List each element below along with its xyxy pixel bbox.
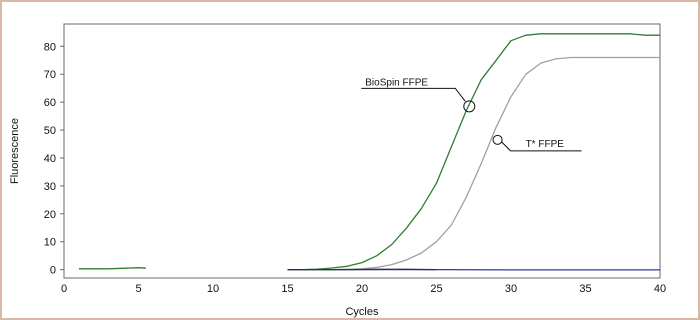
annotations: BioSpin FFPE T* FFPE: [361, 77, 582, 152]
y-tick-label: 30: [44, 181, 56, 193]
x-tick-label: 30: [505, 283, 517, 295]
y-tick-label: 60: [44, 97, 56, 109]
x-axis-title: Cycles: [345, 306, 379, 318]
y-tick-label: 50: [44, 125, 56, 137]
leader-line: [361, 87, 466, 102]
labels: 0 5 10 15 20 25 30 35 40 0 10 20 30 40 50 60 70 80 Cycles F…: [9, 41, 666, 318]
leader-line: [501, 141, 582, 152]
x-tick-label: 5: [135, 283, 141, 295]
annotation-label: BioSpin FFPE: [365, 77, 428, 88]
x-tick-label: 15: [281, 283, 293, 295]
x-tick-label: 35: [579, 283, 591, 295]
y-tick-label: 20: [44, 209, 56, 221]
series: [78, 33, 660, 271]
y-tick-label: 70: [44, 69, 56, 81]
x-tick-label: 10: [207, 283, 219, 295]
x-tick-label: 20: [356, 283, 368, 295]
x-tick-label: 25: [430, 283, 442, 295]
y-axis-title: Fluorescence: [9, 118, 21, 184]
series-line: [78, 267, 146, 270]
annotation-label: T* FFPE: [526, 139, 565, 150]
x-tick-label: 0: [61, 283, 67, 295]
marker-circle: [463, 100, 476, 113]
y-tick-label: 0: [50, 265, 56, 277]
y-tick-label: 80: [44, 41, 56, 53]
marker-circle: [492, 134, 503, 145]
y-tick-label: 40: [44, 153, 56, 165]
series-line: [287, 33, 660, 271]
y-tick-label: 10: [44, 237, 56, 249]
x-tick-label: 40: [654, 283, 666, 295]
